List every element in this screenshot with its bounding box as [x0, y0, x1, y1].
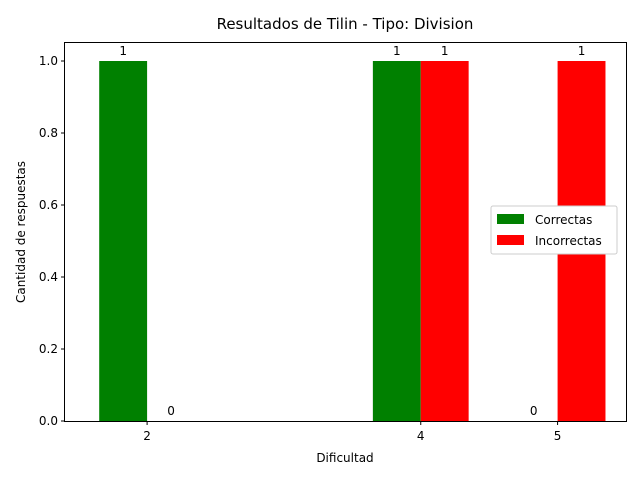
data-label-correctas-4: 1 — [393, 44, 401, 58]
y-axis-label: Cantidad de respuestas — [14, 161, 28, 303]
data-label-incorrectas-5: 1 — [578, 44, 586, 58]
x-tick-label-5: 5 — [554, 429, 562, 443]
y-tick-label-0.6: 0.6 — [39, 198, 58, 212]
bar-correctas-4 — [372, 61, 421, 421]
bar-correctas-2 — [99, 61, 148, 421]
data-label-correctas-2: 1 — [119, 44, 127, 58]
legend-label-correctas: Correctas — [535, 213, 592, 227]
y-tick-label-0.0: 0.0 — [39, 414, 58, 428]
legend-swatch-incorrectas — [497, 235, 524, 245]
y-tick-label-0.4: 0.4 — [39, 270, 58, 284]
data-label-correctas-5: 0 — [530, 404, 538, 418]
bar-incorrectas-4 — [420, 61, 469, 421]
data-label-incorrectas-2: 0 — [167, 404, 175, 418]
y-tick-label-1.0: 1.0 — [39, 54, 58, 68]
legend-swatch-correctas — [497, 214, 524, 224]
chart-title: Resultados de Tilin - Tipo: Division — [217, 15, 474, 33]
x-tick-label-2: 2 — [143, 429, 151, 443]
y-tick-label-0.2: 0.2 — [39, 342, 58, 356]
legend: Correctas Incorrectas — [490, 205, 618, 255]
x-tick-label-4: 4 — [417, 429, 425, 443]
y-tick-label-0.8: 0.8 — [39, 126, 58, 140]
data-label-incorrectas-4: 1 — [441, 44, 449, 58]
legend-label-incorrectas: Incorrectas — [535, 234, 602, 248]
x-axis-label: Dificultad — [316, 451, 373, 465]
axes-frame — [64, 42, 627, 422]
